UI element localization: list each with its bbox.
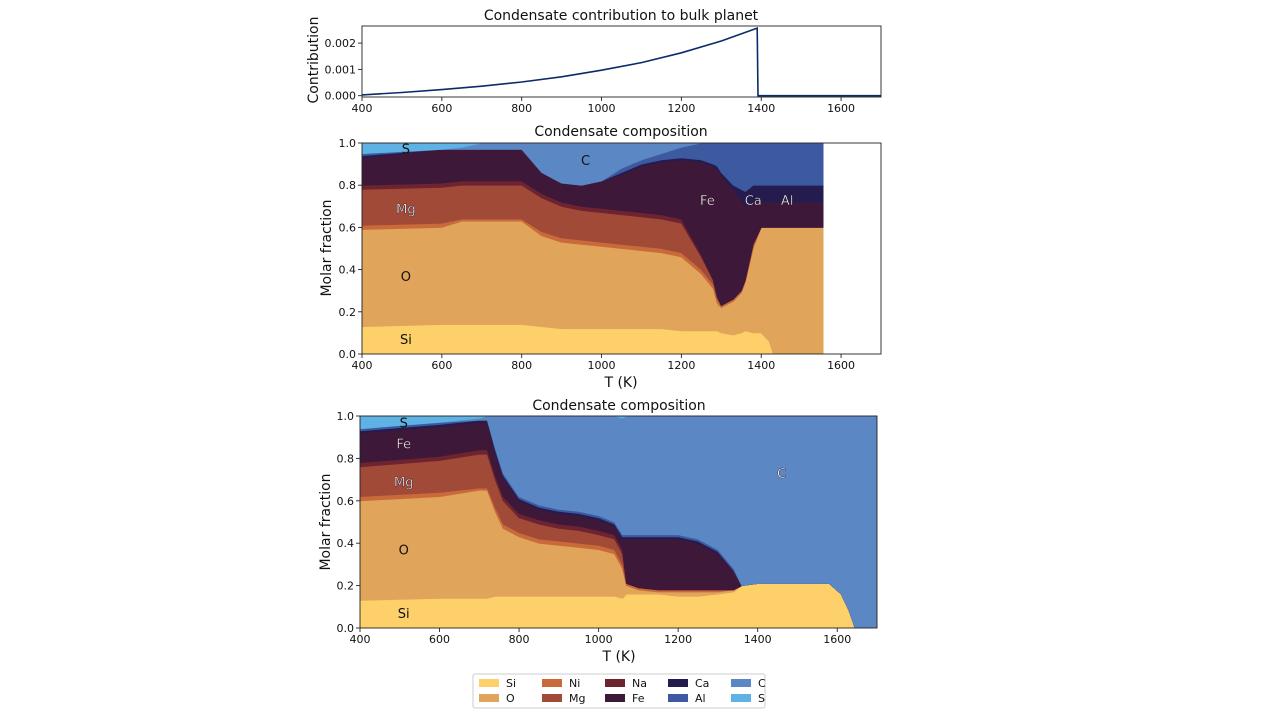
- x-tick-label: 1000: [588, 102, 616, 115]
- legend: Si O Ni Mg Na Fe Ca Al CS: [472, 673, 766, 709]
- legend-label-ni: Ni: [569, 677, 580, 690]
- legend-swatch-c: [731, 679, 751, 687]
- legend-swatch-ca: [668, 679, 688, 687]
- panel-composition-1-xlabel: T (K): [603, 375, 637, 391]
- area-label-o: O: [401, 270, 411, 285]
- area-c: [362, 143, 824, 186]
- contribution-axes-frame: [361, 25, 882, 98]
- panel-composition-2-title: Condensate composition: [532, 398, 705, 414]
- panel-composition-1: Condensate composition Molar fraction T …: [319, 124, 882, 391]
- x-tick-label: 1000: [585, 633, 613, 646]
- x-tick-label: 1600: [823, 633, 851, 646]
- area-c: [360, 416, 877, 628]
- x-tick-label: 1200: [664, 633, 692, 646]
- area-label-s: S: [400, 416, 408, 431]
- y-tick-label: 0.6: [339, 221, 357, 234]
- area-label-ca: Ca: [745, 194, 762, 209]
- composition-2-axes-frame: [359, 415, 878, 629]
- x-tick-label: 1600: [827, 359, 855, 372]
- y-tick-label: 0.2: [337, 580, 355, 593]
- legend-swatch-al: [668, 694, 688, 702]
- y-tick-label: 0.002: [325, 37, 357, 50]
- y-tick-label: 0.4: [337, 537, 355, 550]
- x-tick-label: 1200: [667, 359, 695, 372]
- area-label-mg: Mg: [394, 476, 413, 491]
- contribution-line: [362, 26, 881, 97]
- y-tick-label: 0.001: [325, 63, 357, 76]
- legend-swatch-s: [731, 694, 751, 702]
- y-tick-label: 0.0: [339, 348, 357, 361]
- area-label-c: C: [581, 154, 590, 169]
- panel-contribution: Condensate contribution to bulk planet C…: [306, 8, 882, 115]
- panel-composition-1-title: Condensate composition: [534, 124, 707, 140]
- area-label-fe: Fe: [700, 194, 715, 209]
- x-tick-label: 1600: [827, 102, 855, 115]
- area-label-si: Si: [400, 333, 412, 348]
- area-label-fe: Fe: [396, 438, 411, 453]
- area-label-o: O: [399, 544, 409, 559]
- x-tick-label: 800: [509, 633, 530, 646]
- legend-label-s: S: [758, 692, 765, 705]
- legend-swatch-o: [479, 694, 499, 702]
- panel-contribution-title: Condensate contribution to bulk planet: [484, 8, 759, 24]
- x-tick-label: 1400: [747, 102, 775, 115]
- legend-label-ca: Ca: [695, 677, 709, 690]
- x-tick-label: 1000: [588, 359, 616, 372]
- x-tick-label: 800: [511, 359, 532, 372]
- x-tick-label: 1400: [744, 633, 772, 646]
- legend-label-c: C: [758, 677, 766, 690]
- area-label-si: Si: [398, 607, 410, 622]
- panel-contribution-ylabel: Contribution: [306, 17, 322, 104]
- y-tick-label: 0.4: [339, 264, 357, 277]
- x-tick-label: 400: [352, 102, 373, 115]
- y-tick-label: 0.6: [337, 495, 355, 508]
- composition-1-axes-frame: [361, 142, 882, 355]
- legend-label-mg: Mg: [569, 692, 585, 705]
- legend-label-na: Na: [632, 677, 647, 690]
- area-s: [362, 143, 824, 154]
- x-tick-label: 600: [429, 633, 450, 646]
- x-tick-label: 600: [431, 102, 452, 115]
- x-tick-label: 400: [352, 359, 373, 372]
- panel-composition-2-xlabel: T (K): [601, 649, 635, 665]
- x-tick-label: 1400: [747, 359, 775, 372]
- x-tick-label: 600: [431, 359, 452, 372]
- x-tick-label: 400: [350, 633, 371, 646]
- legend-swatch-ni: [542, 679, 562, 687]
- legend-swatch-si: [479, 679, 499, 687]
- area-label-mg: Mg: [396, 202, 415, 217]
- legend-swatch-fe: [605, 694, 625, 702]
- area-label-al: Al: [781, 194, 794, 209]
- legend-swatch-na: [605, 679, 625, 687]
- panel-composition-2: Condensate composition Molar fraction T …: [318, 398, 878, 665]
- y-tick-label: 0.0: [337, 622, 355, 635]
- panel-composition-2-ylabel: Molar fraction: [318, 473, 334, 570]
- legend-label-al: Al: [695, 692, 706, 705]
- legend-swatch-mg: [542, 694, 562, 702]
- x-tick-label: 1200: [667, 102, 695, 115]
- legend-label-o: O: [506, 692, 515, 705]
- y-tick-label: 0.000: [325, 90, 357, 103]
- legend-label-fe: Fe: [632, 692, 645, 705]
- legend-label-si: Si: [506, 677, 516, 690]
- y-tick-label: 1.0: [337, 410, 355, 423]
- y-tick-label: 0.2: [339, 306, 357, 319]
- x-tick-label: 800: [511, 102, 532, 115]
- area-label-s: S: [402, 142, 410, 157]
- area-s: [360, 416, 877, 430]
- y-tick-label: 1.0: [339, 137, 357, 150]
- y-tick-label: 0.8: [337, 452, 355, 465]
- panel-composition-1-ylabel: Molar fraction: [319, 199, 335, 296]
- y-tick-label: 0.8: [339, 179, 357, 192]
- area-label-c: C: [777, 467, 786, 482]
